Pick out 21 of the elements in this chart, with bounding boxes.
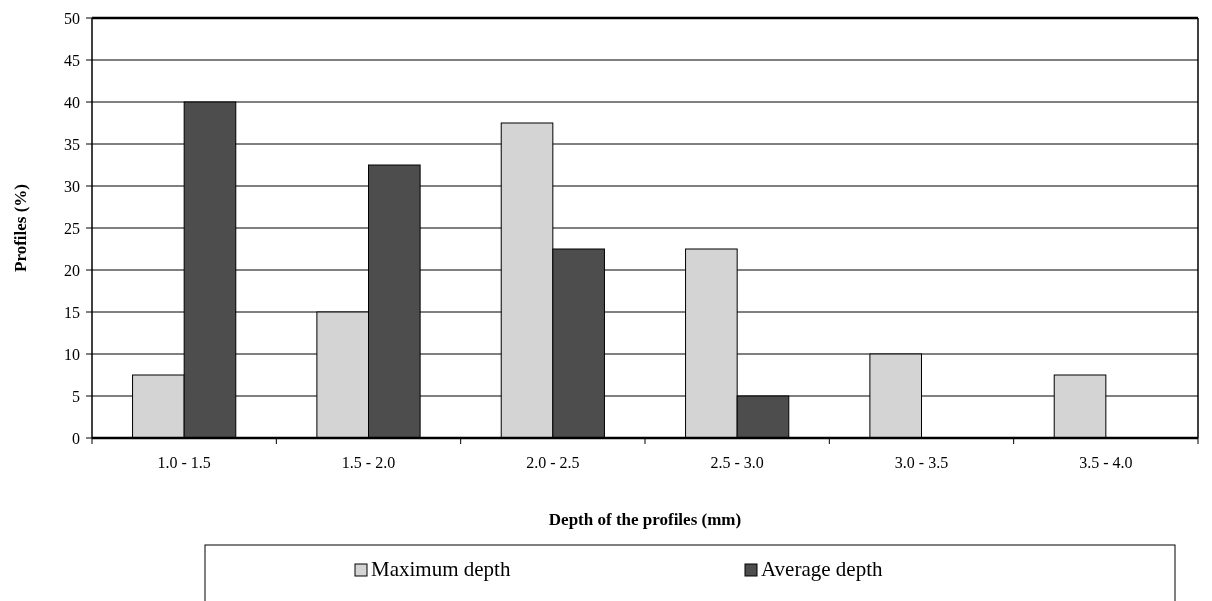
y-axis-title: Profiles (%) — [11, 184, 30, 272]
y-tick-label: 35 — [64, 135, 80, 153]
legend-label: Maximum depth — [371, 557, 511, 581]
y-tick-label: 50 — [64, 9, 80, 27]
y-tick-label: 25 — [64, 219, 80, 237]
x-tick-label: 3.5 - 4.0 — [1079, 454, 1133, 471]
x-tick-label: 1.5 - 2.0 — [341, 454, 396, 471]
y-tick-label: 45 — [64, 51, 80, 69]
y-tick-label: 20 — [64, 261, 80, 279]
y-tick-label: 30 — [64, 177, 80, 195]
y-tick-label: 0 — [72, 429, 80, 447]
y-tick-label: 5 — [72, 387, 80, 405]
x-axis-title: Depth of the profiles (mm) — [548, 510, 742, 529]
x-tick-label: 2.5 - 3.0 — [710, 454, 764, 471]
legend-label: Average depth — [761, 557, 883, 581]
y-tick-label: 10 — [64, 345, 80, 363]
x-tick-label: 1.0 - 1.5 — [157, 454, 211, 471]
y-tick-label: 15 — [64, 303, 80, 321]
y-tick-label: 40 — [64, 93, 80, 111]
x-tick-label: 3.0 - 3.5 — [894, 454, 949, 471]
x-tick-label: 2.0 - 2.5 — [526, 454, 580, 471]
